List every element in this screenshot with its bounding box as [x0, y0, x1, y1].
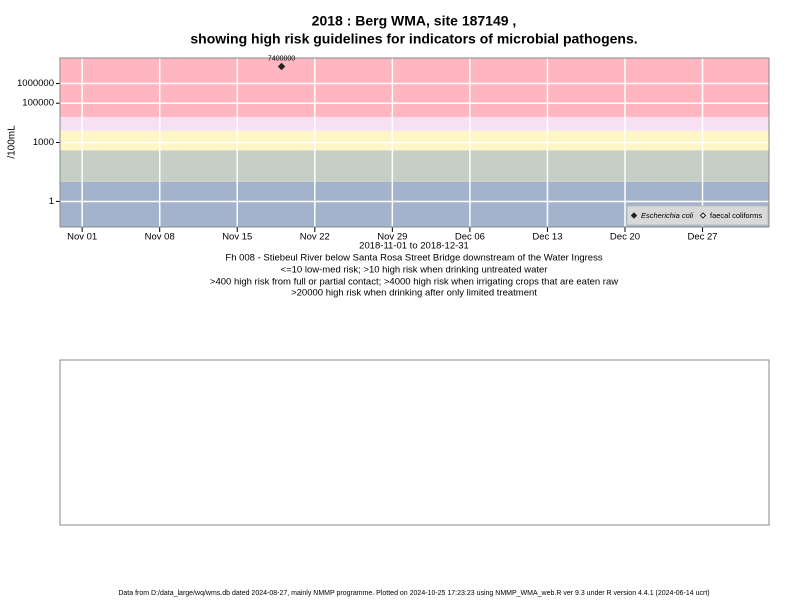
plot-frame: [59, 57, 770, 228]
date-range: 2018-11-01 to 2018-12-31: [359, 241, 469, 252]
data-point: [277, 62, 286, 71]
legend-marker: [630, 212, 638, 219]
risk-band: [60, 58, 769, 117]
legend-marker: [699, 212, 707, 219]
y-tick-label: 1000000: [17, 78, 54, 89]
legend-label: Escherichia coli: [641, 211, 693, 220]
chart-subtitle: showing high risk guidelines for indicat…: [190, 31, 637, 47]
legend-box: [626, 205, 769, 226]
x-tick-label: Dec 13: [532, 232, 562, 243]
y-axis-label: /100mL: [7, 125, 18, 159]
empty-panel: [59, 359, 770, 526]
risk-band: [60, 116, 769, 131]
y-tick-label: 1000: [33, 137, 54, 148]
risk-band: [60, 130, 769, 151]
site-description: Fh 008 - Stiebeul River below Santa Rosa…: [225, 253, 602, 264]
x-tick-label: Nov 01: [67, 232, 97, 243]
guideline: >20000 high risk when drinking after onl…: [291, 288, 537, 299]
y-tick-label: 100000: [22, 98, 54, 109]
footer: Data from D:/data_large/wq/wms.db dated …: [118, 590, 709, 597]
data-label: 7400000: [268, 55, 295, 62]
legend-label: faecal coliforms: [710, 211, 762, 220]
x-tick-label: Dec 27: [687, 232, 717, 243]
guideline: <=10 low-med risk; >10 high risk when dr…: [281, 265, 548, 276]
y-tick-label: 1: [49, 196, 54, 207]
x-tick-label: Nov 15: [222, 232, 252, 243]
x-tick-label: Nov 08: [145, 232, 175, 243]
chart-title: 2018 : Berg WMA, site 187149 ,: [312, 13, 517, 29]
risk-band: [60, 150, 769, 182]
x-tick-label: Dec 06: [455, 232, 485, 243]
x-tick-label: Nov 29: [377, 232, 407, 243]
x-tick-label: Dec 20: [610, 232, 640, 243]
x-tick-label: Nov 22: [300, 232, 330, 243]
guideline: >400 high risk from full or partial cont…: [210, 277, 618, 288]
